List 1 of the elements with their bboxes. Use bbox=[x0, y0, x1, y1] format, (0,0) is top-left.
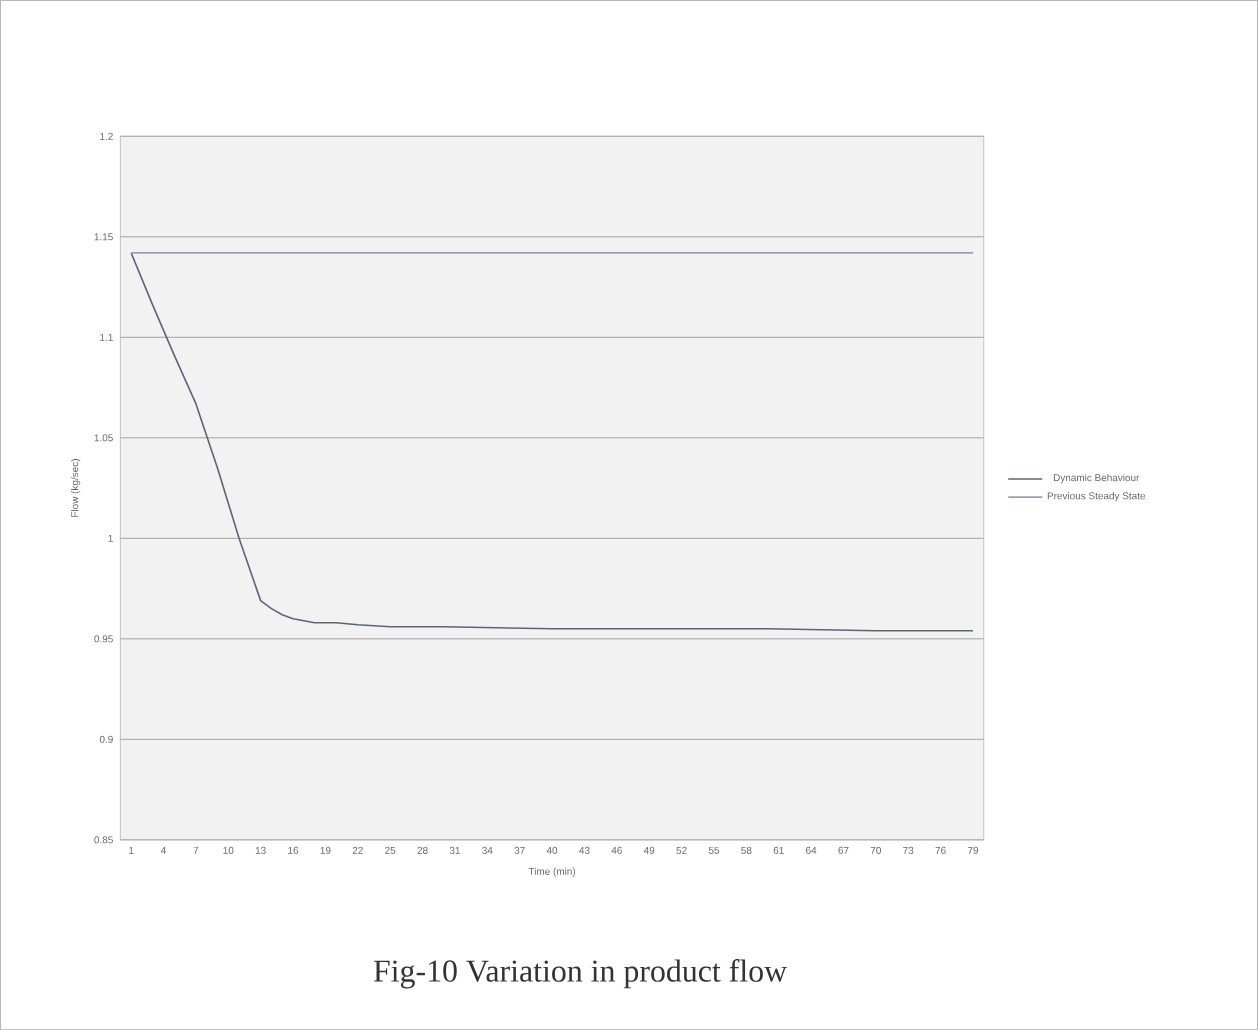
text: Fig-10 Variation in product flow bbox=[373, 959, 787, 989]
